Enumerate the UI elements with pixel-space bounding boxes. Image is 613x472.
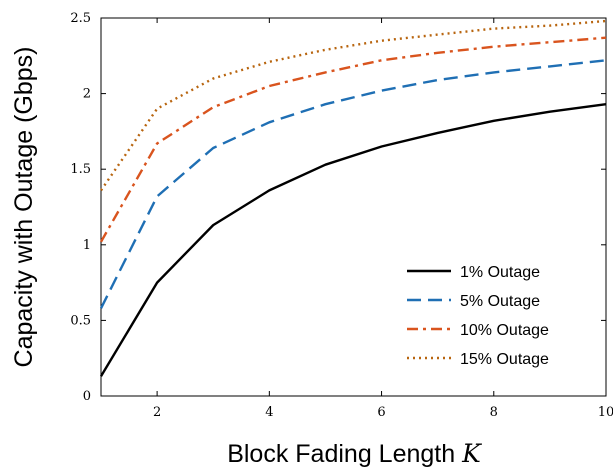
x-tick-label: 10: [598, 405, 613, 420]
y-tick-label: 0: [83, 389, 91, 404]
legend-label: 15% Outage: [460, 351, 549, 368]
x-tick-label: 8: [490, 405, 498, 420]
y-tick-label: 2: [83, 87, 91, 102]
series-line-1: [99, 103, 607, 377]
y-axis-title: Capacity with Outage (Gbps): [10, 47, 38, 368]
ticks: 2 4 6 8 10 0 0.5 1 1.5 2 2.5: [70, 11, 613, 420]
y-tick-label: 1.5: [70, 162, 91, 177]
x-axis-title: Block Fading Length K: [227, 439, 482, 468]
series-line-2: [99, 59, 607, 309]
x-axis-title-symbol: K: [461, 439, 482, 468]
legend-label: 1% Outage: [460, 264, 540, 281]
y-tick-label: 2.5: [70, 11, 91, 26]
series-line-4: [100, 19, 607, 192]
legend: 1% Outage 5% Outage 10% Outage 15% Outage: [407, 264, 549, 368]
legend-label: 5% Outage: [460, 293, 540, 310]
plot-frame: [100, 17, 607, 397]
series-line-3: [99, 36, 607, 243]
y-tick-label: 1: [83, 238, 91, 253]
series-lines: [99, 19, 607, 377]
y-tick-label: 0.5: [70, 313, 91, 328]
x-tick-label: 2: [153, 405, 161, 420]
x-axis-title-text: Block Fading Length: [227, 440, 455, 468]
x-tick-label: 4: [265, 405, 273, 420]
x-tick-label: 6: [377, 405, 385, 420]
legend-label: 10% Outage: [460, 322, 549, 339]
